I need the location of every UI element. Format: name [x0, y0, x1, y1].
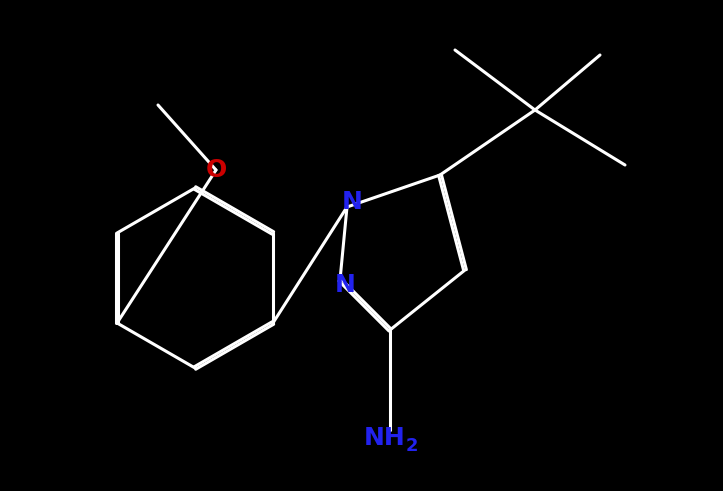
Text: N: N — [335, 273, 356, 297]
Text: O: O — [205, 158, 226, 182]
Text: 2: 2 — [406, 437, 418, 455]
Text: N: N — [341, 190, 362, 214]
Text: NH: NH — [364, 426, 406, 450]
